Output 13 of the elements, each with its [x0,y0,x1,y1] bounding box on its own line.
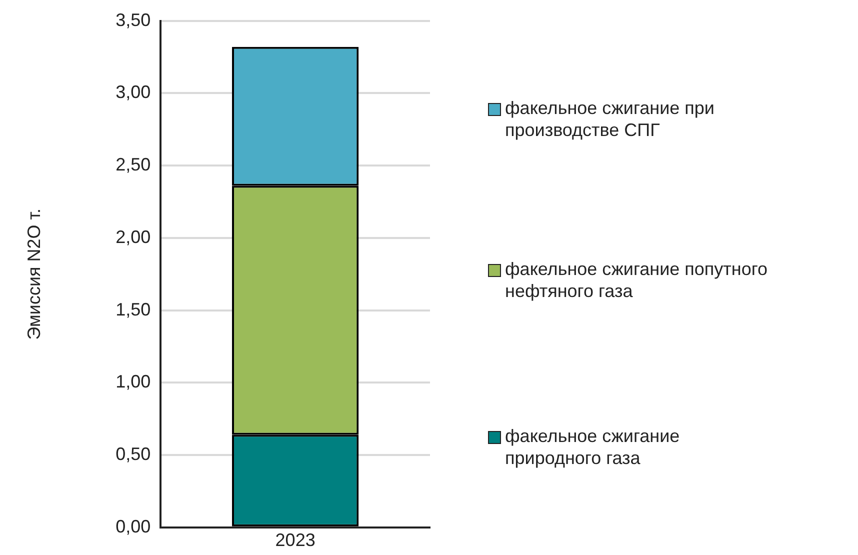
y-tick-label: 2,00 [116,226,151,247]
text: факельное сжигание попутного нефтяного газа [505,258,769,302]
y-axis-title: Эмиссия N2O т. [24,208,44,340]
x-tick-label: 2023 [275,530,316,550]
y-tick-label: 3,00 [116,82,151,102]
y-tick-label: 0,50 [116,444,151,464]
y-tick-label: 1,50 [116,299,151,320]
y-tick-label: 3,50 [116,10,151,30]
legend-label: факельное сжигание при производстве СПГ [505,97,716,141]
y-tick-label: 1,00 [116,372,151,392]
legend-label: факельное сжигание природного газа [505,425,681,469]
y-tick-label: 2,50 [116,154,151,175]
y-tick-label: 0,00 [116,516,151,536]
